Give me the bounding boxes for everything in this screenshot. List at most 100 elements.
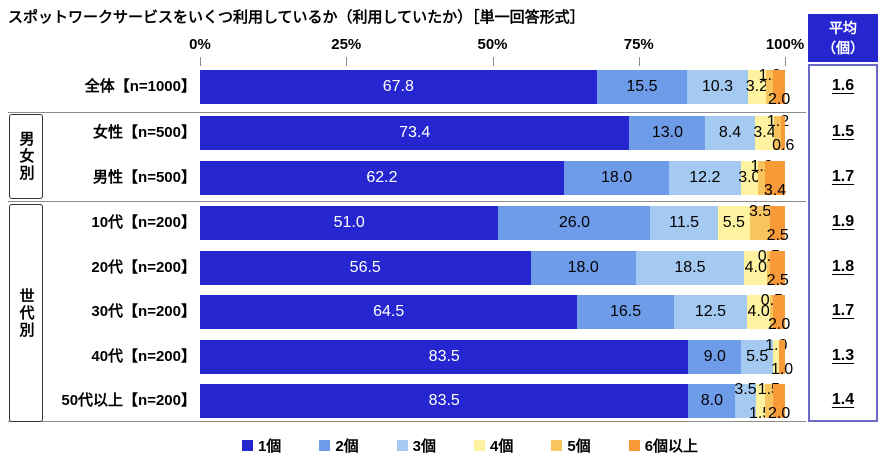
bar-segment-4個 — [740, 161, 759, 195]
bar-value-label: 11.5 — [669, 214, 700, 231]
bar-value-label: 13.0 — [651, 124, 683, 141]
bar-row: 51.0 26.0 11.5 5.5 3.5 2.5 — [200, 203, 789, 244]
bar-segment-2個 — [530, 250, 636, 285]
bar-row: 67.8 15.5 10.3 3.2 1.2 2.0 — [200, 67, 790, 108]
legend-swatch — [474, 439, 485, 451]
axis-tick-mark — [346, 57, 348, 66]
bar-segment-3個 — [705, 116, 755, 150]
bar-value-label: 51.0 — [333, 214, 365, 231]
bar-segment-4個 — [754, 116, 775, 150]
bar-segment-3個 — [669, 161, 741, 195]
bar-value-label: 12.2 — [689, 169, 721, 186]
bar-value-label: 83.5 — [428, 347, 460, 365]
row-label: 50代以上【n=200】 — [61, 392, 196, 409]
average-value: 1.8 — [831, 257, 855, 275]
row-label: 全体【n=1000】 — [84, 78, 196, 95]
bar-segment-4個 — [747, 70, 767, 104]
bar-segment-1個 — [200, 206, 499, 240]
bar-segment-5個 — [770, 295, 774, 329]
bar-segment-2個 — [688, 384, 736, 418]
bar-segment-1個 — [200, 70, 597, 104]
bar-segment-4個 — [717, 206, 750, 240]
bar-value-label: 3.5 — [749, 203, 772, 220]
bar-value-label: 18.5 — [674, 258, 706, 276]
bar-value-label: 56.5 — [349, 258, 381, 276]
bar-value-label: 4.0 — [747, 303, 770, 320]
bar-value-label: 15.5 — [626, 78, 658, 95]
bar-segment-3個 — [673, 295, 747, 329]
bar-segment-4個 — [746, 295, 771, 329]
legend-item-4個: 4個 — [474, 435, 513, 456]
average-column-header: 平均 （個） — [808, 14, 878, 62]
axis-tick-mark — [200, 57, 201, 66]
bar-value-label: 8.0 — [700, 392, 723, 409]
legend-item-6個以上: 6個以上 — [628, 435, 699, 456]
bar-value-label: 3.2 — [745, 78, 769, 95]
bar-value-label: 18.0 — [567, 258, 599, 276]
legend-swatch — [319, 439, 331, 451]
axis-tick-label: 25% — [331, 36, 362, 53]
bar-value-label: 18.0 — [600, 169, 633, 186]
bar-value-label: 2.0 — [768, 316, 791, 333]
legend: 1個 2個 3個 4個 5個 6個以上 — [0, 434, 880, 456]
bar-value-label: 73.4 — [399, 124, 431, 141]
bar-segment-1個 — [200, 384, 689, 418]
bar-value-label: 2.5 — [766, 271, 789, 289]
bar-segment-3個 — [650, 206, 718, 240]
bar-segment-6個以上 — [770, 250, 785, 285]
row-separator — [8, 111, 806, 113]
bar-value-label: 3.4 — [753, 124, 776, 141]
bar-segment-6個以上 — [765, 161, 785, 195]
bar-value-label: 3.4 — [763, 182, 787, 199]
bar-segment-5個 — [749, 206, 771, 240]
bar-row: 62.2 18.0 12.2 3.0 1.2 3.4 — [200, 158, 786, 199]
bar-segment-2個 — [498, 206, 651, 240]
bar-value-label: 2.0 — [768, 405, 791, 422]
bar-value-label: 2.0 — [768, 91, 791, 108]
legend-label: 2個 — [335, 437, 359, 455]
legend-swatch — [551, 439, 563, 451]
bar-value-label: 64.5 — [373, 303, 405, 320]
axis-tick-mark — [638, 57, 640, 66]
bar-value-label: 8.4 — [718, 124, 742, 141]
legend-item-2個: 2個 — [319, 435, 359, 456]
bar-segment-1個 — [200, 295, 578, 329]
row-label: 30代【n=200】 — [91, 303, 196, 320]
bar-segment-4個 — [744, 250, 768, 285]
bar-segment-6個以上 — [773, 384, 785, 418]
bar-value-label: 5.5 — [746, 347, 769, 365]
group-label-男女別: 男女別 — [9, 114, 43, 199]
bar-segment-3個 — [635, 250, 745, 285]
axis-tick-label: 50% — [477, 36, 508, 53]
bar-value-label: 62.2 — [366, 169, 398, 186]
axis-tick-label: 0% — [189, 36, 211, 53]
bar-segment-2個 — [688, 339, 742, 374]
row-label: 男性【n=500】 — [93, 169, 196, 186]
legend-swatch — [396, 439, 408, 451]
bar-segment-1個 — [200, 161, 564, 195]
bar-row: 56.5 18.0 18.5 4.0 0.5 2.5 — [200, 248, 789, 289]
legend-label: 6個以上 — [644, 437, 699, 455]
legend-label: 3個 — [412, 437, 436, 455]
bar-value-label: 12.5 — [694, 303, 726, 320]
row-label: 10代【n=200】 — [91, 214, 196, 231]
average-header-line2: （個） — [822, 40, 864, 56]
bar-row: 73.4 13.0 8.4 3.4 1.2 0.6 — [200, 113, 794, 154]
average-value: 1.7 — [831, 168, 855, 185]
bar-value-label: 83.5 — [428, 392, 460, 409]
bar-row: 64.5 16.5 12.5 4.0 0.5 2.0 — [200, 292, 790, 333]
legend-item-3個: 3個 — [396, 435, 436, 456]
bar-segment-5個 — [766, 70, 774, 104]
bar-segment-5個 — [774, 116, 782, 150]
average-value: 1.7 — [831, 302, 855, 319]
bar-segment-3個 — [741, 339, 774, 374]
average-value: 1.4 — [831, 391, 855, 408]
bar-segment-1個 — [200, 250, 531, 285]
bar-segment-3個 — [735, 384, 756, 418]
average-value: 1.5 — [831, 123, 855, 140]
axis-tick-label: 75% — [623, 36, 654, 53]
axis-tick-mark — [492, 57, 494, 66]
bar-value-label: 1.2 — [766, 113, 790, 130]
row-label: 40代【n=200】 — [91, 347, 196, 365]
bar-segment-6個以上 — [773, 70, 785, 104]
